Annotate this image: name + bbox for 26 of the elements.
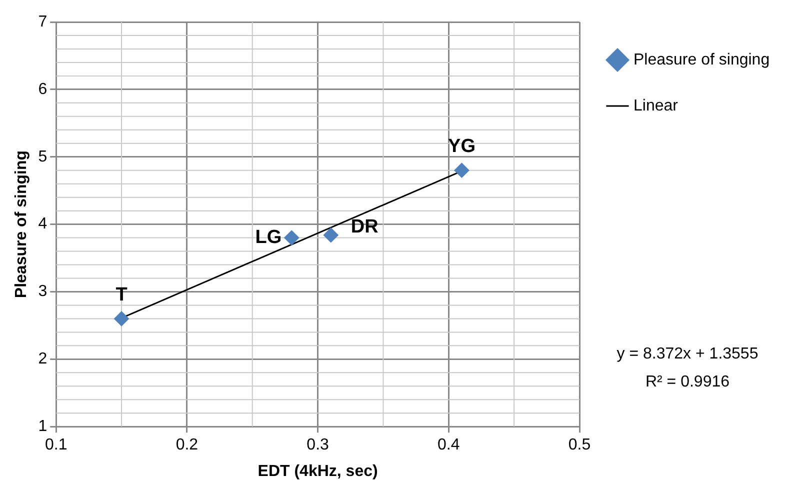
y-tick-label: 7	[38, 13, 48, 30]
x-tick-label: 0.3	[306, 436, 330, 454]
x-tick-label: 0.1	[44, 436, 68, 454]
x-tick-label: 0.5	[568, 436, 591, 454]
y-axis-title: Pleasure of singing	[13, 150, 30, 298]
y-tick-label: 5	[38, 148, 48, 166]
x-tick-label: 0.2	[176, 436, 198, 454]
y-tick-label: 3	[38, 283, 48, 300]
point	[284, 230, 300, 246]
text: R² = 0.9916	[645, 373, 730, 390]
y-tick-label: 6	[38, 80, 48, 98]
legend-label: Pleasure of singing	[634, 51, 770, 68]
point	[454, 162, 470, 178]
legend-label: Linear	[634, 97, 679, 114]
y-tick-label: 4	[38, 216, 48, 233]
y-tick-label: 1	[38, 418, 48, 436]
annotation: T	[116, 284, 128, 306]
annotation: DR	[350, 216, 379, 238]
annotation: YG	[448, 136, 476, 158]
y-tick-label: 2	[38, 350, 48, 368]
point	[114, 311, 130, 326]
text: y = 8.372x + 1.3555	[616, 345, 758, 362]
point	[323, 228, 338, 243]
annotation: LG	[255, 227, 282, 248]
x-tick-label: 0.4	[438, 436, 460, 454]
x-axis-title: EDT (4kHz, sec)	[258, 462, 378, 480]
